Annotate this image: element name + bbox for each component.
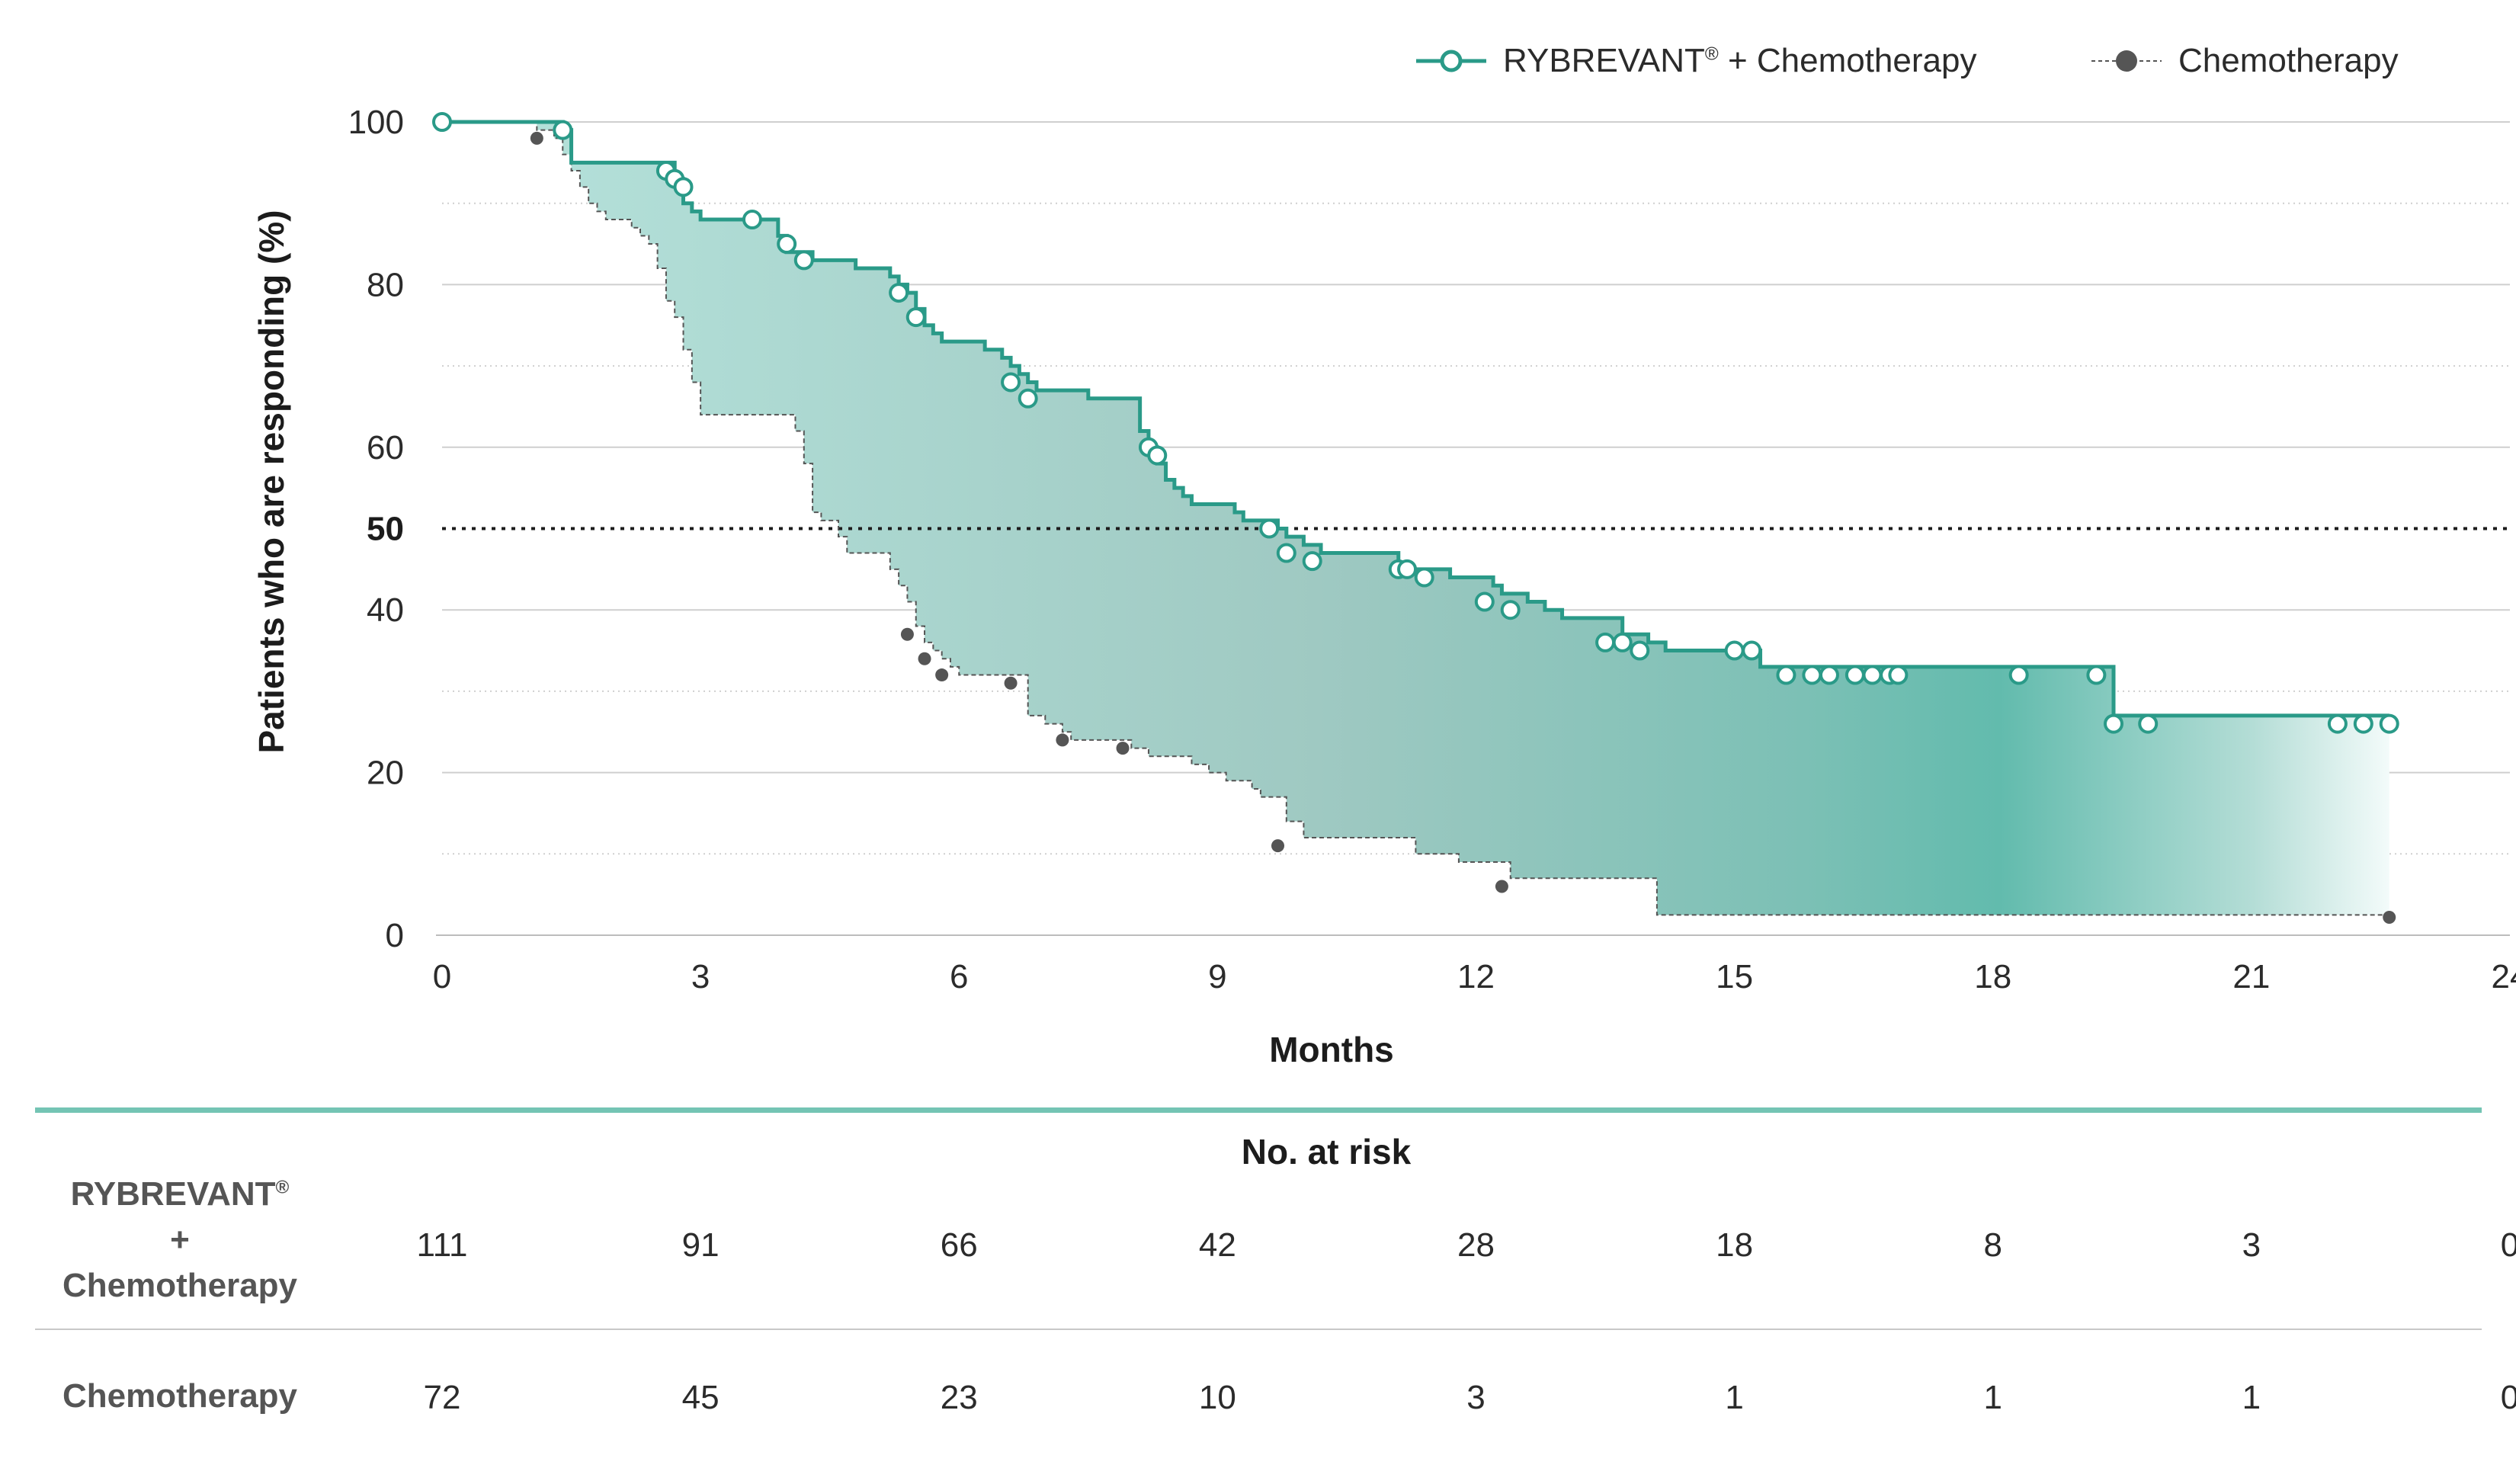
risk-value: 0 — [2500, 1379, 2516, 1416]
censor-mark-chemotherapy — [1056, 733, 1069, 747]
censor-mark-rybrevant — [1259, 518, 1280, 539]
km-chart: 0 3 6 9 12 15 18 21 24 0 20 40 60 80 100 50 Patients wh… — [252, 104, 2516, 1069]
censor-mark-rybrevant — [432, 112, 452, 132]
censor-mark-rybrevant — [1474, 591, 1495, 612]
censor-mark-chemotherapy — [1495, 880, 1508, 893]
risk-value: 3 — [1466, 1379, 1486, 1416]
legend-swatch-chemotherapy — [2091, 50, 2162, 72]
legend-label-rybrevant: RYBREVANT® + Chemotherapy — [1503, 42, 1977, 79]
censor-mark-chemotherapy — [935, 668, 949, 682]
censor-mark-rybrevant — [2086, 665, 2107, 685]
censor-mark-rybrevant — [905, 307, 926, 328]
censor-mark-rybrevant — [1414, 567, 1434, 588]
censor-mark-rybrevant — [673, 177, 694, 197]
censor-mark-rybrevant — [1302, 551, 1322, 572]
x-tick-label: 21 — [2232, 958, 2270, 995]
y-tick-label: 80 — [367, 266, 404, 303]
censor-mark-rybrevant — [2353, 713, 2373, 734]
x-tick-label: 6 — [950, 958, 968, 995]
risk-value: 66 — [940, 1226, 978, 1264]
risk-row-rybrevant: 111 91 66 42 28 18 8 3 0 — [0, 1223, 2516, 1268]
risk-value: 72 — [423, 1379, 461, 1416]
y-tick-label: 20 — [367, 755, 404, 792]
legend-swatch-rybrevant — [1416, 50, 1486, 72]
risk-value: 10 — [1198, 1379, 1236, 1416]
risk-value: 3 — [2242, 1226, 2261, 1264]
risk-row-label-chemotherapy: Chemotherapy — [62, 1377, 298, 1415]
y-tick-label: 100 — [348, 104, 404, 141]
censor-mark-chemotherapy — [1004, 676, 1018, 690]
censor-mark-rybrevant — [1147, 445, 1168, 466]
risk-value: 1 — [1983, 1379, 2002, 1416]
censor-mark-rybrevant — [1276, 543, 1296, 563]
censor-mark-rybrevant — [1802, 665, 1822, 685]
censor-mark-rybrevant — [793, 250, 814, 271]
y-tick-label: 40 — [367, 591, 404, 629]
censor-mark-rybrevant — [777, 234, 797, 255]
risk-value: 23 — [940, 1379, 978, 1416]
legend-item-rybrevant: RYBREVANT® + Chemotherapy — [1416, 40, 1976, 82]
risk-value: 42 — [1198, 1226, 1236, 1264]
risk-value: 0 — [2500, 1226, 2516, 1264]
x-tick-label: 15 — [1716, 958, 1753, 995]
risk-value: 28 — [1457, 1226, 1495, 1264]
risk-value: 91 — [681, 1226, 720, 1264]
censor-mark-rybrevant — [1724, 640, 1745, 661]
x-tick-label: 9 — [1208, 958, 1226, 995]
x-tick-label: 24 — [2492, 958, 2516, 995]
censor-mark-rybrevant — [1630, 640, 1650, 661]
risk-row-divider — [35, 1329, 2482, 1330]
x-tick-label: 18 — [1974, 958, 2011, 995]
y-tick-label: 60 — [367, 429, 404, 466]
risk-value: 1 — [1725, 1379, 1744, 1416]
censor-mark-rybrevant — [1742, 640, 1762, 661]
censor-mark-rybrevant — [1845, 665, 1865, 685]
censor-mark-chemotherapy — [1271, 839, 1285, 853]
y-tick-label: 0 — [386, 917, 404, 954]
censor-mark-chemotherapy — [1116, 742, 1130, 755]
censor-mark-chemotherapy — [530, 131, 543, 145]
censor-mark-rybrevant — [2138, 713, 2159, 734]
censor-mark-chemotherapy — [2383, 911, 2396, 925]
censor-mark-rybrevant — [1500, 600, 1521, 620]
censor-mark-chemotherapy — [918, 652, 931, 665]
risk-value: 1 — [2242, 1379, 2261, 1416]
censor-mark-rybrevant — [2008, 665, 2029, 685]
censor-marks — [432, 112, 2399, 925]
censor-mark-chemotherapy — [900, 627, 914, 641]
risk-row-chemotherapy: 72 45 23 10 3 1 1 1 0 — [0, 1375, 2516, 1421]
x-axis-label: Months — [1269, 1030, 1394, 1069]
censor-mark-rybrevant — [1612, 632, 1633, 652]
censor-mark-rybrevant — [1595, 632, 1616, 652]
x-tick-label: 12 — [1457, 958, 1495, 995]
censor-mark-rybrevant — [2104, 713, 2124, 734]
censor-mark-rybrevant — [1018, 388, 1038, 409]
censor-mark-rybrevant — [2327, 713, 2348, 734]
censor-mark-rybrevant — [2379, 713, 2399, 734]
legend-label-chemotherapy: Chemotherapy — [2178, 42, 2399, 79]
reference-line-label: 50 — [367, 511, 404, 548]
x-tick-label: 3 — [691, 958, 710, 995]
censor-mark-rybrevant — [1776, 665, 1796, 685]
axis-ticks: 0 3 6 9 12 15 18 21 24 0 20 40 60 80 100 50 — [348, 104, 2516, 995]
risk-value: 18 — [1716, 1226, 1754, 1264]
risk-row-label-rybrevant: RYBREVANT® + Chemotherapy — [62, 1175, 298, 1304]
legend-item-chemotherapy: Chemotherapy — [2091, 40, 2399, 82]
censor-mark-rybrevant — [1001, 372, 1021, 393]
risk-value: 111 — [416, 1226, 468, 1264]
risk-table-title: No. at risk — [1241, 1132, 1412, 1171]
censor-mark-rybrevant — [1888, 665, 1909, 685]
risk-table-divider — [35, 1107, 2482, 1113]
y-axis-label: Patients who are responding (%) — [252, 210, 291, 753]
risk-value: 45 — [681, 1379, 720, 1416]
censor-mark-rybrevant — [889, 283, 909, 303]
risk-value: 8 — [1983, 1226, 2002, 1264]
censor-mark-rybrevant — [1862, 665, 1883, 685]
difference-band — [442, 122, 2389, 915]
censor-mark-rybrevant — [1397, 559, 1418, 579]
censor-mark-rybrevant — [1819, 665, 1839, 685]
censor-mark-rybrevant — [742, 210, 762, 230]
censor-mark-rybrevant — [553, 120, 573, 140]
x-tick-label: 0 — [433, 958, 451, 995]
